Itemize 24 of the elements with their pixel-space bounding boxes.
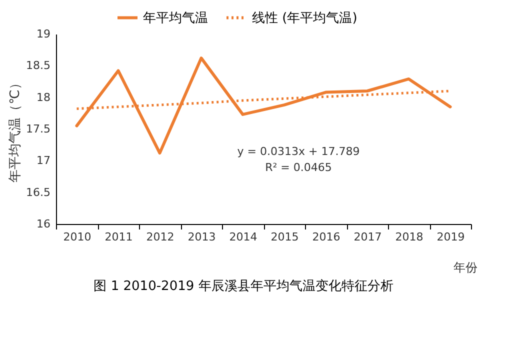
- x-tick-label: 2018: [395, 230, 424, 244]
- x-tick-label: 2014: [229, 230, 258, 244]
- y-tick-label: 16.5: [26, 186, 50, 199]
- x-axis-title: 年份: [454, 260, 478, 274]
- y-tick-label: 17: [36, 154, 50, 168]
- caption: 图 1 2010-2019 年辰溪县年平均气温变化特征分析: [94, 279, 394, 294]
- x-tick-label: 2016: [312, 230, 340, 244]
- y-tick-label: 19: [36, 28, 50, 40]
- y-axis-title: 年平均气温（℃）: [8, 76, 24, 182]
- x-tick-label: 2015: [270, 230, 299, 244]
- annotation: R² = 0.0465: [265, 161, 332, 174]
- x-tick-label: 2012: [146, 230, 174, 244]
- y-tick-label: 18: [36, 90, 50, 104]
- y-tick-label: 17.5: [26, 122, 50, 136]
- annotation: y = 0.0313x + 17.789: [237, 145, 360, 158]
- x-tick-label: 2017: [354, 230, 382, 244]
- x-tick-label: 2019: [436, 230, 465, 244]
- legend-label: 年平均气温: [143, 10, 208, 26]
- y-tick-label: 16: [36, 218, 50, 230]
- y-tick-label: 18.5: [26, 59, 50, 72]
- x-tick-label: 2010: [63, 230, 92, 244]
- legend-label: 线性 (年平均气温): [252, 10, 358, 26]
- x-tick-label: 2013: [188, 230, 216, 244]
- x-tick-label: 2011: [104, 230, 133, 244]
